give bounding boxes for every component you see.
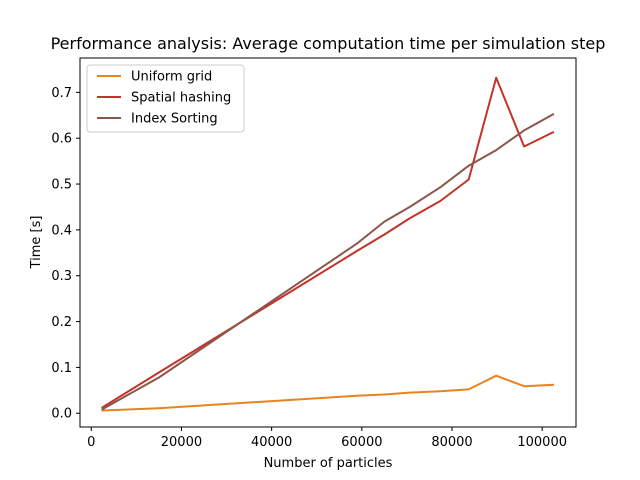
y-axis-title: Time [s] [29,216,44,270]
y-tick-label: 0.1 [51,361,72,376]
y-tick-label: 0.6 [51,132,72,147]
legend-frame [86,64,245,133]
y-tick-label: 0.7 [51,86,72,101]
legend: Uniform grid Spatial hashing Index Sorting [86,64,245,133]
series-line-0 [101,374,555,412]
series-line-2 [101,113,555,411]
x-tick-label: 20000 [161,435,202,450]
plot-area [101,76,555,412]
x-tick-label: 80000 [431,435,472,450]
y-tick-label: 0.4 [51,223,72,238]
x-tick-label: 0 [87,435,95,450]
x-axis-ticks: 0 20000 40000 60000 80000 100000 [87,427,567,450]
y-tick-label: 0.5 [51,178,72,193]
legend-label-0: Uniform grid [131,70,212,85]
x-axis-title: Number of particles [264,456,393,471]
legend-label-2: Index Sorting [131,112,218,127]
y-tick-label: 0.2 [51,315,72,330]
y-tick-label: 0.0 [51,407,72,422]
y-axis-ticks: 0.0 0.1 0.2 0.3 0.4 0.5 0.6 0.7 [51,86,80,422]
y-tick-label: 0.3 [51,269,72,284]
legend-label-1: Spatial hashing [131,91,231,106]
axes-frame [79,57,577,428]
x-tick-label: 40000 [251,435,292,450]
x-tick-label: 60000 [341,435,382,450]
chart-title: Performance analysis: Average computatio… [51,34,606,53]
x-tick-label: 100000 [517,435,567,450]
